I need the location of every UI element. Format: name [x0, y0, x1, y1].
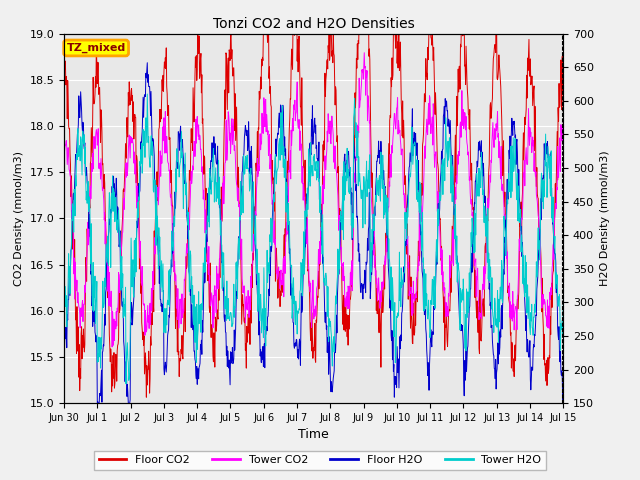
Tower H2O: [528, 301, 536, 307]
Tower CO2: [193, 120, 200, 126]
Floor CO2: [125, 79, 133, 85]
Floor H2O: [559, 381, 567, 387]
Y-axis label: H2O Density (mmol/m3): H2O Density (mmol/m3): [600, 151, 610, 286]
Text: TZ_mixed: TZ_mixed: [67, 43, 125, 53]
Floor H2O: [193, 382, 201, 387]
Line: Floor H2O: Floor H2O: [64, 63, 563, 403]
Tower CO2: [422, 136, 429, 142]
Tower CO2: [246, 293, 254, 299]
Floor H2O: [126, 400, 134, 406]
Line: Floor CO2: Floor CO2: [64, 0, 563, 397]
Floor H2O: [93, 400, 101, 406]
Floor CO2: [319, 168, 326, 173]
Floor H2O: [422, 326, 429, 332]
Tower CO2: [318, 207, 326, 213]
Floor CO2: [422, 56, 429, 61]
Floor H2O: [528, 364, 536, 370]
Tower H2O: [246, 168, 254, 174]
Tower H2O: [122, 381, 130, 387]
Line: Tower CO2: Tower CO2: [64, 53, 563, 347]
Floor CO2: [143, 395, 150, 400]
Y-axis label: CO2 Density (mmol/m3): CO2 Density (mmol/m3): [14, 151, 24, 286]
Floor CO2: [60, 32, 68, 37]
Tower H2O: [319, 212, 326, 217]
Floor H2O: [143, 60, 151, 66]
Floor CO2: [528, 73, 536, 79]
Tower H2O: [143, 91, 151, 97]
Floor CO2: [193, 78, 200, 84]
Legend: Floor CO2, Tower CO2, Floor H2O, Tower H2O: Floor CO2, Tower CO2, Floor H2O, Tower H…: [94, 451, 546, 469]
Floor CO2: [559, 65, 567, 71]
Tower CO2: [60, 141, 68, 147]
Line: Tower H2O: Tower H2O: [64, 94, 563, 384]
Tower H2O: [60, 293, 68, 299]
Tower H2O: [193, 347, 201, 352]
Floor CO2: [246, 342, 254, 348]
Floor H2O: [246, 151, 254, 157]
Title: Tonzi CO2 and H2O Densities: Tonzi CO2 and H2O Densities: [212, 17, 415, 31]
Tower CO2: [528, 150, 536, 156]
Tower CO2: [126, 144, 134, 150]
Tower CO2: [360, 50, 368, 56]
Tower H2O: [126, 369, 134, 375]
Tower H2O: [559, 302, 567, 308]
Tower H2O: [422, 271, 429, 276]
X-axis label: Time: Time: [298, 429, 329, 442]
Floor H2O: [60, 330, 68, 336]
Tower CO2: [559, 136, 567, 142]
Floor H2O: [319, 260, 326, 266]
Tower CO2: [108, 344, 116, 350]
